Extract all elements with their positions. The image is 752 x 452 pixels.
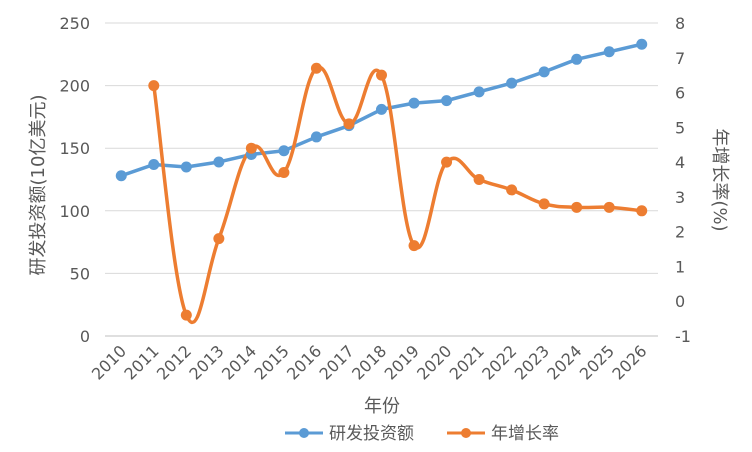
data-point-0 xyxy=(441,95,453,107)
y2-tick-label: 7 xyxy=(675,49,685,68)
data-point-0 xyxy=(538,66,550,78)
data-point-1 xyxy=(538,198,550,210)
x-tick-label: 2014 xyxy=(218,341,260,383)
x-tick-label: 2019 xyxy=(381,341,423,383)
y2-tick-label: 6 xyxy=(675,84,685,103)
data-point-0 xyxy=(148,158,160,170)
data-point-1 xyxy=(408,240,420,252)
data-point-1 xyxy=(473,174,485,185)
x-tick-label: 2024 xyxy=(543,341,585,383)
y-tick-label: 50 xyxy=(70,264,90,283)
x-tick-label: 2026 xyxy=(608,341,650,383)
x-tick-label: 2021 xyxy=(446,341,488,383)
x-axis-title: 年份 xyxy=(364,396,400,417)
y2-tick-label: 4 xyxy=(675,153,685,172)
left-axis-ticks: 0 50 100 150 200 250 xyxy=(59,14,90,346)
y2-tick-label: 3 xyxy=(675,188,685,207)
y-tick-label: 150 xyxy=(59,139,90,158)
data-point-1 xyxy=(148,80,160,92)
x-tick-label: 2018 xyxy=(348,341,390,383)
x-tick-label: 2015 xyxy=(251,341,293,383)
data-point-0 xyxy=(376,103,387,115)
x-tick-label: 2010 xyxy=(88,341,130,383)
data-point-1 xyxy=(310,62,322,74)
y2-tick-label: 2 xyxy=(675,223,685,242)
y-tick-label: 250 xyxy=(59,14,90,33)
right-axis-ticks: -1 0 1 2 3 4 5 6 7 8 xyxy=(675,14,691,346)
x-tick-label: 2022 xyxy=(478,341,520,383)
x-tick-label: 2023 xyxy=(511,341,553,383)
data-point-0 xyxy=(115,170,127,182)
data-point-1 xyxy=(278,167,290,179)
y2-tick-label: -1 xyxy=(675,327,691,346)
legend-item-growth-rate: 年增长率 xyxy=(447,424,559,444)
data-point-0 xyxy=(473,86,485,98)
y2-tick-label: 1 xyxy=(675,257,685,276)
x-tick-label: 2016 xyxy=(283,341,325,383)
data-point-0 xyxy=(571,53,583,65)
x-tick-label: 2012 xyxy=(153,341,195,383)
gridlines xyxy=(105,22,658,337)
data-point-0 xyxy=(310,131,322,143)
y-tick-label: 200 xyxy=(59,77,90,96)
data-point-1 xyxy=(636,205,648,217)
legend-label-rd-investment: 研发投资额 xyxy=(329,424,414,444)
data-point-0 xyxy=(213,156,225,168)
x-tick-label: 2025 xyxy=(576,341,618,383)
y-tick-label: 100 xyxy=(59,202,90,221)
legend-label-growth-rate: 年增长率 xyxy=(491,424,559,444)
series-markers xyxy=(115,38,648,321)
data-point-0 xyxy=(408,97,420,109)
y-axis-title: 研发投资额(10亿美元) xyxy=(28,95,49,276)
data-point-0 xyxy=(278,145,290,157)
data-point-1 xyxy=(506,184,518,196)
y-tick-label: 0 xyxy=(80,327,90,346)
data-point-1 xyxy=(603,201,615,213)
data-point-1 xyxy=(571,201,583,213)
data-point-1 xyxy=(180,309,192,321)
data-point-0 xyxy=(636,38,648,50)
data-point-0 xyxy=(603,46,615,58)
data-point-0 xyxy=(506,77,518,89)
y2-tick-label: 8 xyxy=(675,14,685,33)
data-point-1 xyxy=(343,118,355,130)
data-point-1 xyxy=(245,142,257,154)
x-tick-label: 2020 xyxy=(413,341,455,383)
legend: 研发投资额 年增长率 xyxy=(285,424,559,444)
x-tick-label: 2011 xyxy=(120,341,162,383)
y2-tick-label: 5 xyxy=(675,118,685,137)
x-axis-ticks: 2010201120122013201420152016201720182019… xyxy=(88,341,651,383)
data-point-1 xyxy=(213,233,225,245)
x-tick-label: 2017 xyxy=(316,341,358,383)
y2-axis-title: 年增长率(%) xyxy=(709,128,730,231)
data-point-1 xyxy=(441,156,453,168)
data-point-0 xyxy=(180,161,192,173)
y2-tick-label: 0 xyxy=(675,292,685,311)
legend-item-rd-investment: 研发投资额 xyxy=(285,424,414,444)
data-point-1 xyxy=(376,69,387,81)
x-tick-label: 2013 xyxy=(185,341,227,383)
